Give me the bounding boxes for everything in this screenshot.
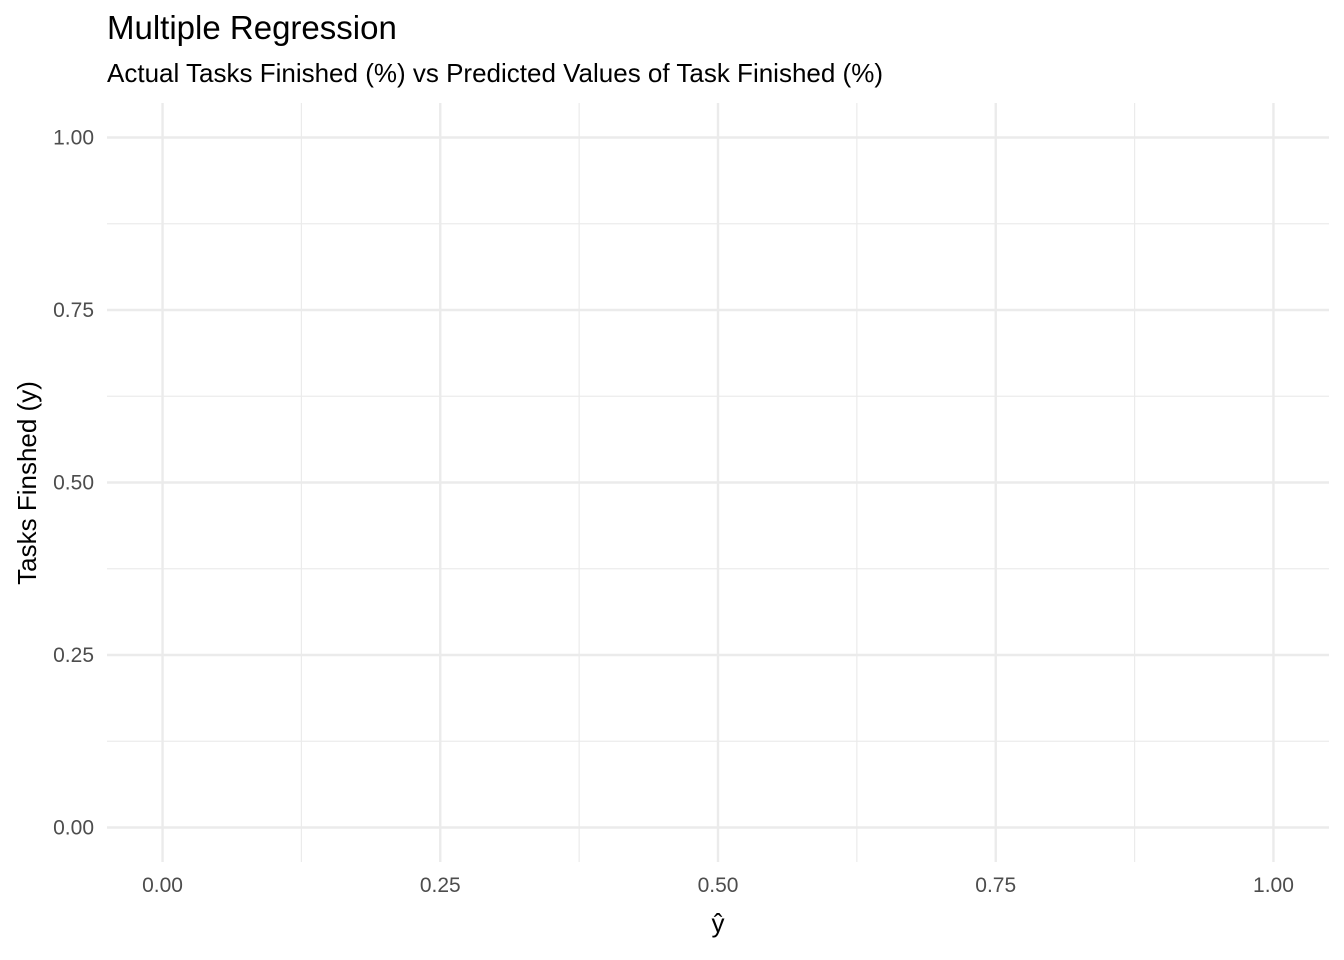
chart-title: Multiple Regression <box>107 9 397 46</box>
y-tick-label: 0.75 <box>53 299 94 322</box>
y-axis-ticks: 0.00 0.25 0.50 0.75 1.00 <box>53 127 94 840</box>
x-axis-title: ŷ <box>712 908 725 938</box>
y-tick-label: 1.00 <box>53 127 94 150</box>
y-axis-title: Tasks Finshed (y) <box>12 381 42 585</box>
x-tick-label: 0.00 <box>142 874 183 897</box>
x-tick-label: 0.50 <box>698 874 739 897</box>
y-tick-label: 0.50 <box>53 472 94 495</box>
x-axis-ticks: 0.00 0.25 0.50 0.75 1.00 <box>142 874 1294 897</box>
y-tick-label: 0.25 <box>53 644 94 667</box>
major-gridlines <box>107 103 1329 862</box>
y-tick-label: 0.00 <box>53 817 94 840</box>
x-tick-label: 0.25 <box>420 874 461 897</box>
x-tick-label: 0.75 <box>975 874 1016 897</box>
chart-subtitle: Actual Tasks Finished (%) vs Predicted V… <box>107 58 883 88</box>
x-tick-label: 1.00 <box>1253 874 1294 897</box>
